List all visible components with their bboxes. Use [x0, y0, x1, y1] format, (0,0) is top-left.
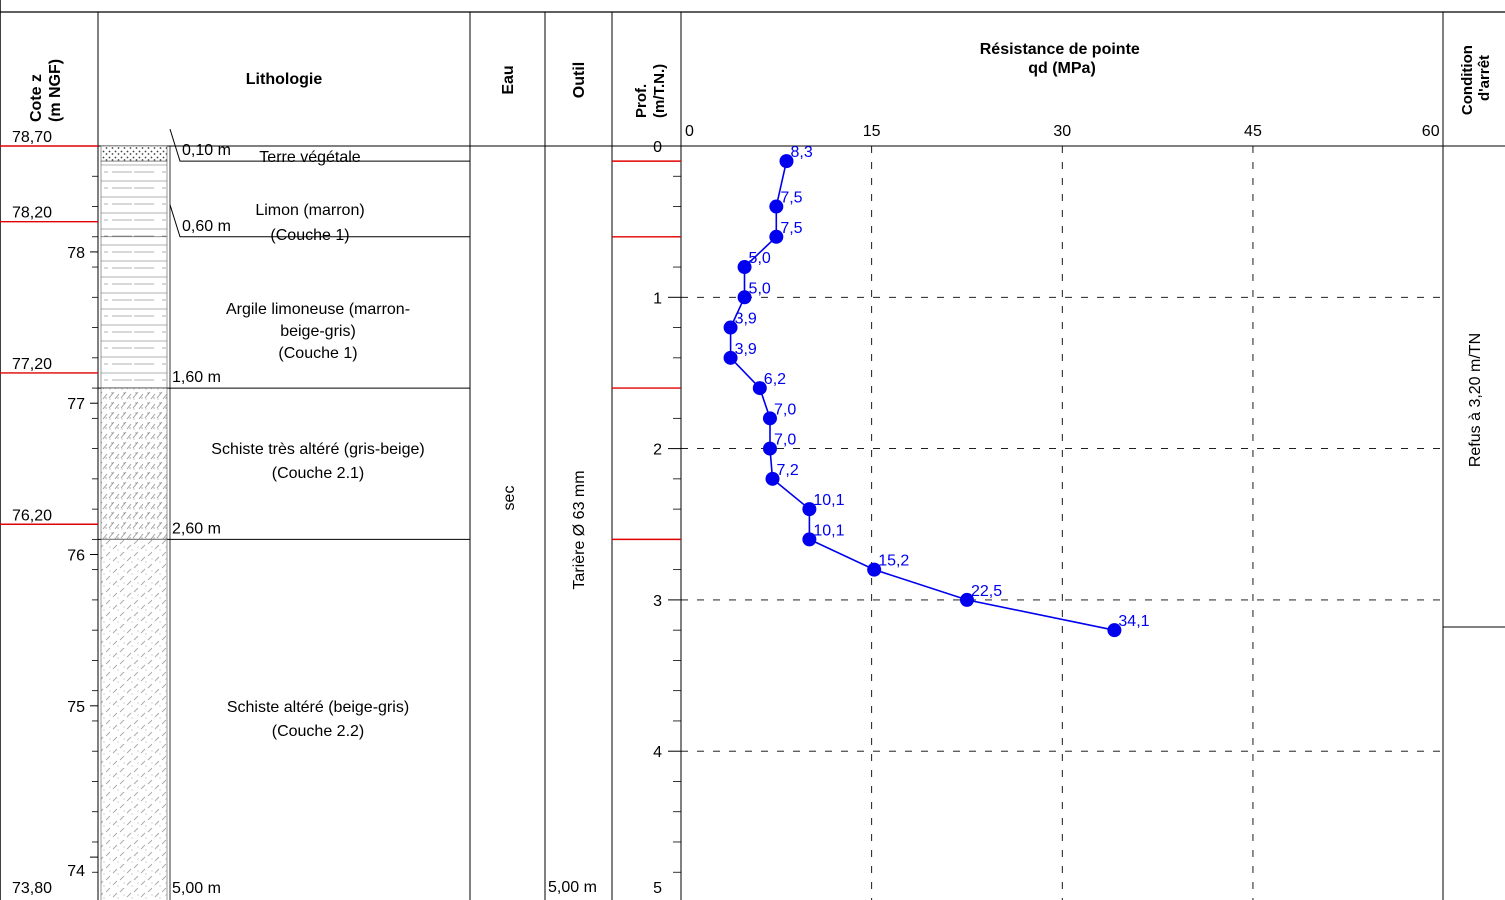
x-tick-label: 60: [1422, 123, 1440, 140]
lithology-desc-2: (Couche 1): [270, 227, 349, 244]
header-lithologie: Lithologie: [246, 71, 323, 88]
depth-tick-label: 0: [653, 139, 662, 156]
data-label: 10,1: [813, 492, 844, 509]
data-label: 5,0: [749, 280, 771, 297]
lithology-pattern-1: [101, 146, 167, 161]
data-label: 7,0: [774, 432, 796, 449]
depth-tick-label: 2: [653, 442, 662, 459]
data-label: 10,1: [813, 522, 844, 539]
column-headers: Cote z (m NGF) Lithologie Eau Outil Prof…: [28, 41, 1493, 122]
data-label: 6,2: [764, 371, 786, 388]
lithology-desc-2: Limon (marron): [255, 202, 364, 219]
data-label: 34,1: [1118, 613, 1149, 630]
data-label: 15,2: [878, 553, 909, 570]
data-label: 3,9: [735, 311, 757, 328]
header-condition-line2: d'arrêt: [1476, 55, 1493, 101]
x-tick-label: 0: [685, 123, 694, 140]
data-label: 3,9: [735, 341, 757, 358]
data-label: 22,5: [971, 583, 1002, 600]
lithology-desc-1: Terre végétale: [259, 149, 360, 166]
header-resistance-line2: qd (MPa): [1028, 60, 1096, 77]
layer-depth-label: 2,60 m: [172, 520, 221, 537]
depth-tick-label: 4: [653, 744, 662, 761]
elevation-label: 78,20: [12, 205, 52, 222]
layer-depth-label: 0,10 m: [182, 142, 231, 159]
depth-tick-label: 5: [653, 880, 662, 897]
header-condition-line1: Condition: [1459, 45, 1476, 115]
lithology-desc-3: beige-gris): [280, 323, 356, 340]
qd-chart: 0 15 30 45 60 8,3 7,5 7,5 5,0 5,0 3,9 3,9 6,2 7,0 7,0 7…: [681, 123, 1443, 900]
lithology-pattern-3: [101, 237, 167, 388]
header-prof: Prof. (m/T.N.): [633, 64, 668, 118]
depth-tick-label: 3: [653, 593, 662, 610]
lithology-pattern-2: [101, 161, 167, 237]
elevation-label: 78,70: [12, 129, 52, 146]
layer-depth-label: 5,00 m: [172, 880, 221, 897]
x-tick-label: 15: [863, 123, 881, 140]
layer-depth-label: 1,60 m: [172, 369, 221, 386]
condition-text: Refus à 3,20 m/TN: [1467, 333, 1484, 467]
header-prof-line2: (m/T.N.): [651, 64, 668, 118]
lithology-desc-3: Argile limoneuse (marron-: [226, 301, 410, 318]
elevation-label: 73,80: [12, 880, 52, 897]
elevation-tick-label: 77: [67, 396, 85, 413]
lithology-pattern-4: [101, 388, 167, 539]
x-tick-label: 30: [1053, 123, 1071, 140]
header-resistance: Résistance de pointe qd (MPa): [980, 41, 1145, 77]
depth-column: 0 1 2 3 4 5: [612, 139, 681, 900]
lithology-desc-5: (Couche 2.2): [272, 723, 365, 740]
header-cote-line1: Cote z: [28, 74, 45, 122]
data-label: 7,2: [777, 462, 799, 479]
outil-end-label: 5,00 m: [548, 879, 597, 896]
data-label: 7,5: [780, 220, 802, 237]
lithology-desc-4: Schiste très altéré (gris-beige): [211, 441, 424, 458]
data-label: 8,3: [790, 144, 812, 161]
data-label: 7,0: [774, 401, 796, 418]
elevation-tick-label: 75: [67, 699, 85, 716]
header-cote: Cote z (m NGF): [28, 59, 64, 122]
data-label: 7,5: [780, 190, 802, 207]
outil-value: Tarière Ø 63 mm: [571, 470, 588, 589]
elevation-tick-label: 76: [67, 548, 85, 565]
elevation-label: 77,20: [12, 356, 52, 373]
lithology-desc-4: (Couche 2.1): [272, 465, 365, 482]
header-resistance-line1: Résistance de pointe: [980, 41, 1140, 58]
elevation-tick-label: 74: [67, 863, 85, 880]
x-tick-label: 45: [1244, 123, 1262, 140]
header-condition: Condition d'arrêt: [1459, 41, 1493, 115]
elevation-label: 76,20: [12, 507, 52, 524]
elevation-tick-label: 78: [67, 245, 85, 262]
layer-depth-label: 0,60 m: [182, 218, 231, 235]
data-label: 5,0: [749, 250, 771, 267]
lithology-desc-5: Schiste altéré (beige-gris): [227, 699, 409, 716]
lithology-column: Terre végétale 0,10 m Limon (marron) (Couch…: [98, 129, 470, 900]
header-outil: Outil: [571, 62, 588, 98]
depth-tick-label: 1: [653, 290, 662, 307]
header-eau: Eau: [500, 65, 517, 94]
header-cote-line2: (m NGF): [47, 59, 64, 122]
lithology-desc-3: (Couche 1): [278, 345, 357, 362]
eau-value: sec: [501, 486, 518, 511]
lithology-pattern-5: [101, 539, 167, 900]
header-prof-line1: Prof.: [633, 84, 650, 118]
elevation-column: 78,70 78,20 77,20 76,20 73,80 78 77 76 75 74: [0, 129, 98, 897]
